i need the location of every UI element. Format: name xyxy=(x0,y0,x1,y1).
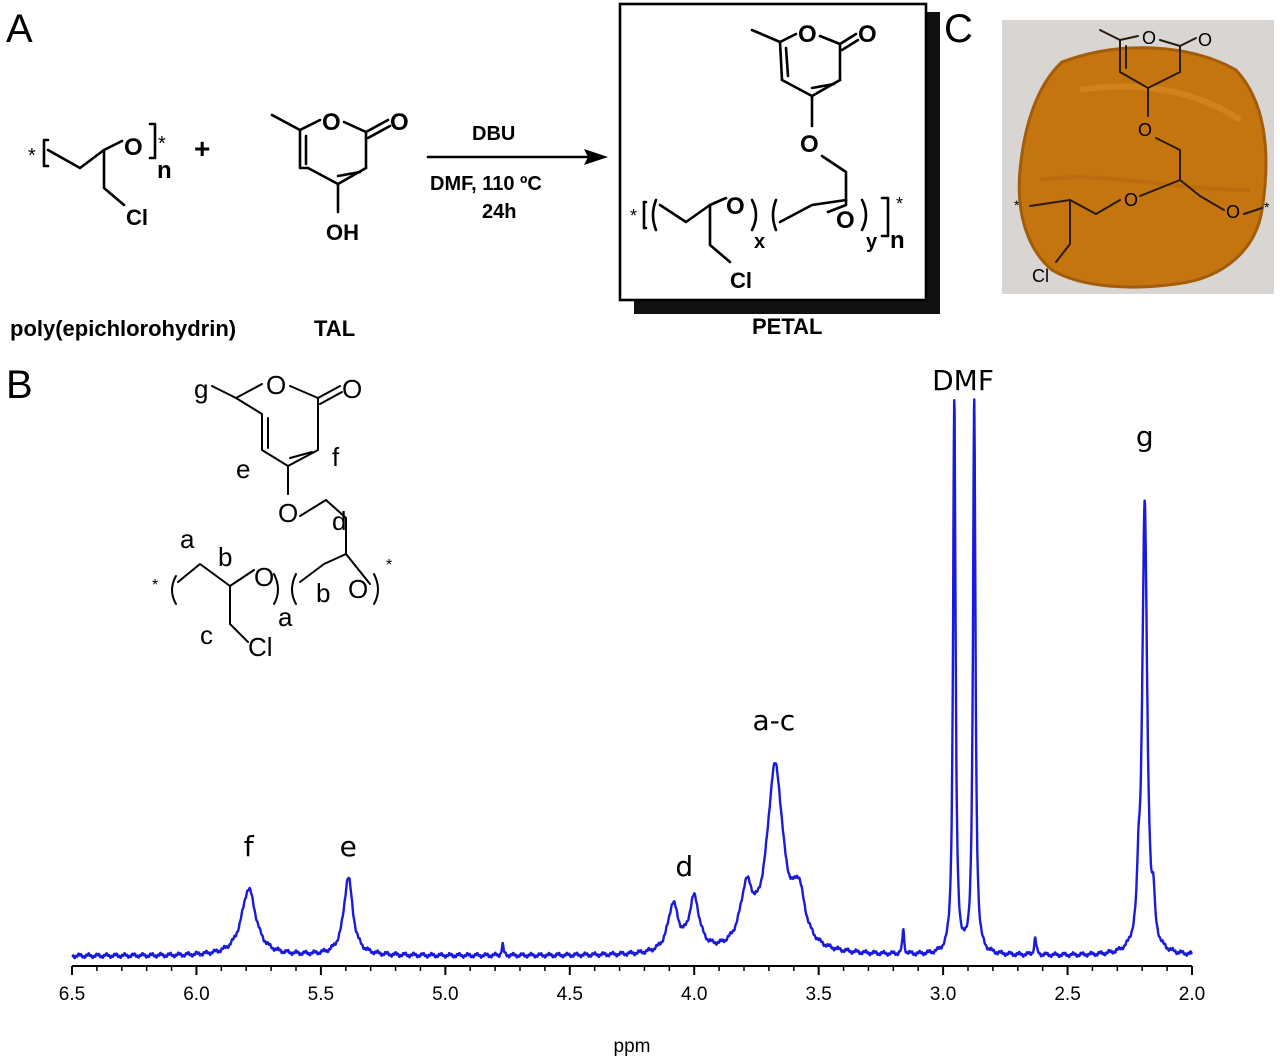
structure-chlorine: Cl xyxy=(248,632,273,662)
reagent-label: DBU xyxy=(472,123,515,145)
product-star-right: * xyxy=(896,194,903,214)
peak-label-d: d xyxy=(675,850,693,883)
polyepichlorohydrin-structure: * O * n Cl xyxy=(28,122,172,230)
photo-oxygen-left: O xyxy=(1124,190,1138,210)
peak-label-a-c: a-c xyxy=(753,704,796,737)
time-label: 24h xyxy=(482,201,516,223)
spectrum-trace xyxy=(71,398,1193,960)
label-f: f xyxy=(332,442,340,472)
x-tick-label: 6.5 xyxy=(59,984,85,1005)
label-b-2: b xyxy=(316,578,330,608)
x-tick-label: 2.0 xyxy=(1179,984,1205,1005)
structure-backbone-oxygen-1: O xyxy=(254,562,274,592)
tal-ring-oxygen: O xyxy=(322,109,341,136)
tal-carbonyl-oxygen: O xyxy=(390,109,409,136)
star-right: * xyxy=(158,133,166,155)
x-tick-label: 4.0 xyxy=(681,984,707,1005)
peak-label-e: e xyxy=(340,830,357,863)
x-axis-title: ppm xyxy=(614,1036,651,1057)
reactant1-label: poly(epichlorohydrin) xyxy=(10,316,236,341)
petal-product-box: O O O * O x O y * n Cl xyxy=(618,2,940,314)
peak-labels: f e d a-c DMF g xyxy=(244,364,1154,883)
photo-chlorine: Cl xyxy=(1032,266,1049,286)
subscript-y: y xyxy=(866,231,878,253)
peak-label-DMF: DMF xyxy=(932,364,994,397)
label-a-1: a xyxy=(180,524,195,554)
label-c: c xyxy=(200,620,213,650)
photo-ether-oxygen: O xyxy=(1138,120,1152,140)
labeled-structure-b: g O O e f O d * a b O a b O * c Cl xyxy=(152,370,392,662)
conditions-label: DMF, 110 ºC xyxy=(430,173,542,195)
label-d: d xyxy=(332,506,346,536)
plus-sign: + xyxy=(194,133,210,164)
x-tick-label: 4.5 xyxy=(557,984,583,1005)
photo-oxygen-right: O xyxy=(1226,202,1240,222)
product-label: PETAL xyxy=(752,314,822,339)
film-shape xyxy=(1019,47,1266,288)
panel-label-a: A xyxy=(6,7,33,51)
x-tick-label: 2.5 xyxy=(1054,984,1080,1005)
petal-carbonyl-oxygen: O xyxy=(858,21,877,48)
panel-label-c: C xyxy=(944,7,973,51)
peak-label-f: f xyxy=(244,830,255,863)
photo-star-left: * xyxy=(1014,197,1020,213)
x-tick-label: 3.5 xyxy=(805,984,831,1005)
subscript-n: n xyxy=(890,227,905,254)
repeat-n: n xyxy=(157,157,172,184)
photo-petal-film: O O O O * O * Cl xyxy=(1002,20,1274,294)
backbone-oxygen-1: O xyxy=(726,193,745,220)
label-e: e xyxy=(236,454,250,484)
panel-label-b: B xyxy=(6,363,33,407)
reactant2-label: TAL xyxy=(314,316,355,341)
label-b-1: b xyxy=(218,542,232,572)
bracket-right xyxy=(148,122,157,160)
structure-backbone-oxygen-2: O xyxy=(348,574,368,604)
x-tick-label: 6.0 xyxy=(183,984,209,1005)
x-tick-label: 5.0 xyxy=(432,984,458,1005)
nmr-spectrum: 6.5 6.0 5.5 5.0 4.5 4.0 3.5 3.0 2.5 2.0 f e d a-c DMF… xyxy=(59,364,1205,1057)
star-left: * xyxy=(28,145,36,167)
structure-star-right: * xyxy=(386,557,392,574)
x-tick-label: 5.5 xyxy=(308,984,334,1005)
chlorine-label: Cl xyxy=(126,205,148,230)
structure-ether-oxygen: O xyxy=(278,498,298,528)
product-chlorine: Cl xyxy=(730,268,752,293)
photo-star-right: * xyxy=(1264,199,1270,215)
reaction-arrow: DBU DMF, 110 ºC 24h xyxy=(426,123,608,223)
structure-carbonyl-oxygen: O xyxy=(342,374,362,404)
subscript-x: x xyxy=(754,231,765,253)
photo-ring-oxygen: O xyxy=(1142,28,1156,48)
label-g: g xyxy=(194,374,208,404)
ether-oxygen: O xyxy=(800,131,819,158)
oxygen-label: O xyxy=(124,134,143,161)
label-a-2: a xyxy=(278,602,293,632)
product-star-left: * xyxy=(630,206,637,226)
petal-ring-oxygen: O xyxy=(798,21,817,48)
tal-structure: O O OH xyxy=(270,109,409,245)
x-tick-label: 3.0 xyxy=(930,984,956,1005)
photo-carbonyl-oxygen: O xyxy=(1198,30,1212,50)
structure-ring-oxygen: O xyxy=(266,370,286,400)
peak-label-g: g xyxy=(1136,420,1154,453)
x-axis-ticks: 6.5 6.0 5.5 5.0 4.5 4.0 3.5 3.0 2.5 2.0 xyxy=(59,966,1205,1005)
structure-star-left: * xyxy=(152,577,158,594)
backbone-oxygen-2: O xyxy=(836,207,855,234)
tal-hydroxyl: OH xyxy=(326,220,359,245)
bracket-left xyxy=(42,138,50,168)
box-frame xyxy=(618,2,928,302)
